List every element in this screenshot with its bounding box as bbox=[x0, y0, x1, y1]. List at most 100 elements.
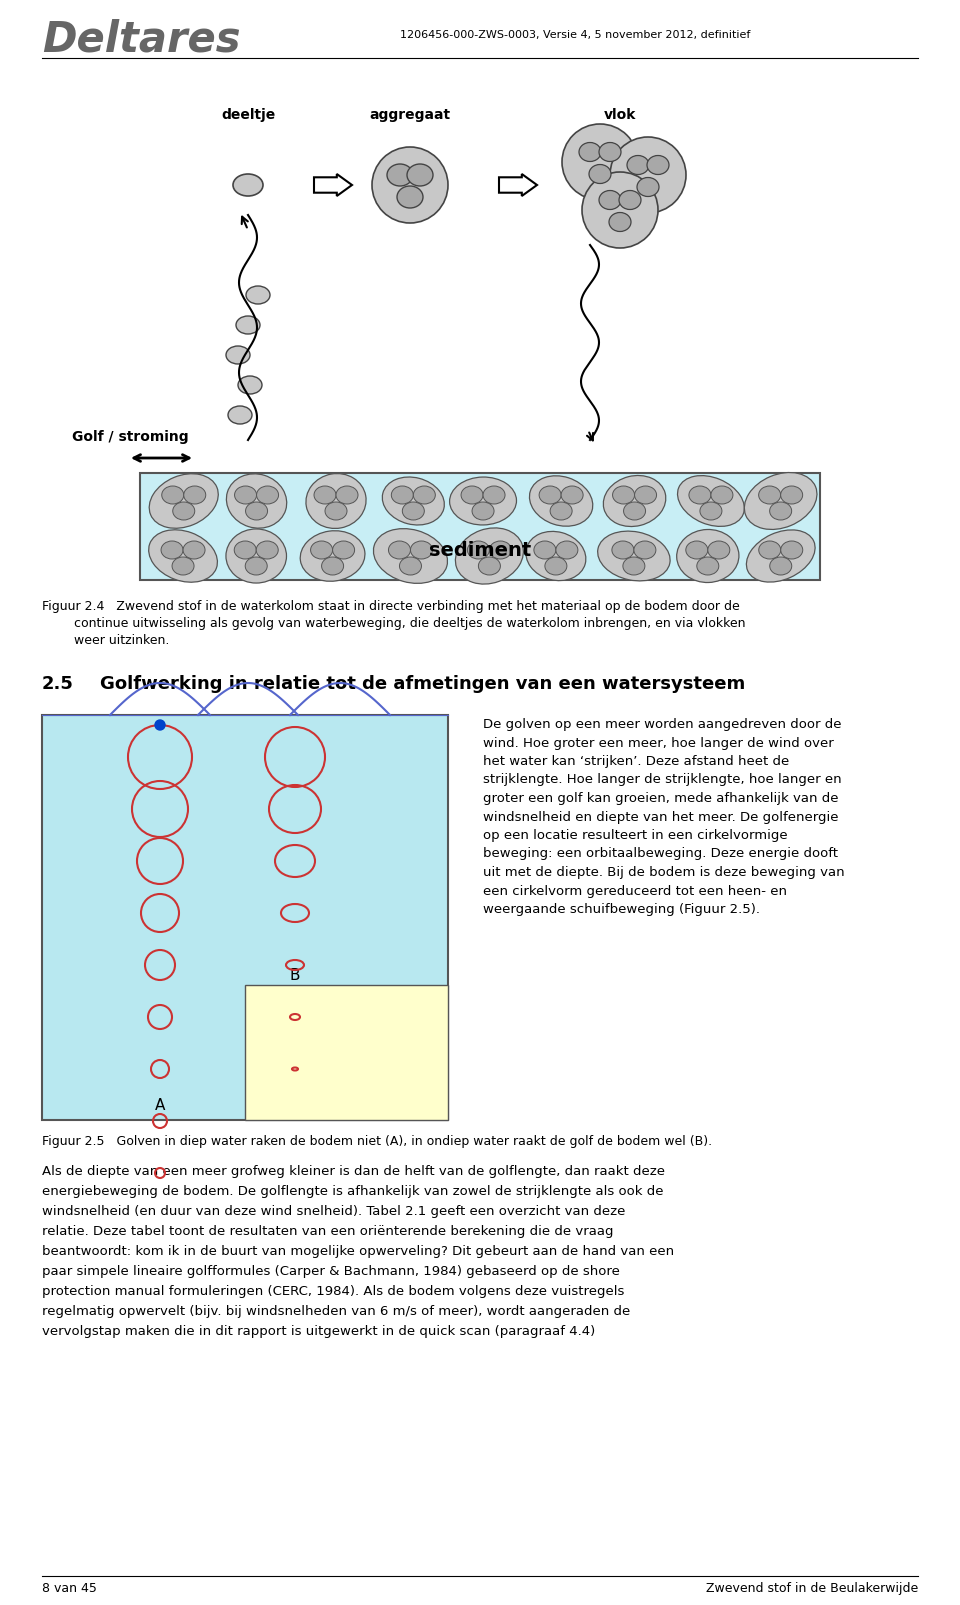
Ellipse shape bbox=[407, 164, 433, 186]
Ellipse shape bbox=[599, 143, 621, 162]
Ellipse shape bbox=[619, 191, 641, 210]
Text: Figuur 2.4   Zwevend stof in de waterkolom staat in directe verbinding met het m: Figuur 2.4 Zwevend stof in de waterkolom… bbox=[42, 600, 740, 613]
Text: aggregaat: aggregaat bbox=[370, 108, 450, 122]
Ellipse shape bbox=[389, 541, 411, 559]
Text: protection manual formuleringen (CERC, 1984). Als de bodem volgens deze vuistreg: protection manual formuleringen (CERC, 1… bbox=[42, 1286, 624, 1298]
Ellipse shape bbox=[149, 473, 218, 528]
Ellipse shape bbox=[711, 486, 732, 504]
Text: Deltares: Deltares bbox=[42, 18, 241, 59]
Ellipse shape bbox=[483, 486, 505, 504]
Ellipse shape bbox=[300, 531, 365, 581]
Ellipse shape bbox=[526, 531, 586, 581]
Ellipse shape bbox=[455, 528, 523, 584]
Ellipse shape bbox=[236, 316, 260, 334]
Text: het water kan ‘strijken’. Deze afstand heet de: het water kan ‘strijken’. Deze afstand h… bbox=[483, 754, 789, 769]
Ellipse shape bbox=[397, 186, 423, 209]
Ellipse shape bbox=[183, 541, 205, 559]
Text: een cirkelvorm gereduceerd tot een heen- en: een cirkelvorm gereduceerd tot een heen-… bbox=[483, 884, 787, 897]
Ellipse shape bbox=[598, 531, 670, 581]
Text: 8 van 45: 8 van 45 bbox=[42, 1583, 97, 1595]
Bar bbox=[42, 714, 448, 1120]
Ellipse shape bbox=[478, 557, 500, 575]
Ellipse shape bbox=[226, 530, 286, 583]
Ellipse shape bbox=[306, 473, 366, 528]
Ellipse shape bbox=[780, 486, 803, 504]
Ellipse shape bbox=[414, 486, 435, 504]
Text: relatie. Deze tabel toont de resultaten van een oriënterende berekening die de v: relatie. Deze tabel toont de resultaten … bbox=[42, 1225, 613, 1237]
Ellipse shape bbox=[472, 502, 494, 520]
Ellipse shape bbox=[678, 475, 744, 526]
Ellipse shape bbox=[226, 347, 250, 364]
Ellipse shape bbox=[172, 557, 194, 575]
Text: Zwevend stof in de Beulakerwijde: Zwevend stof in de Beulakerwijde bbox=[706, 1583, 918, 1595]
Circle shape bbox=[582, 172, 658, 249]
Ellipse shape bbox=[579, 143, 601, 162]
Ellipse shape bbox=[449, 477, 516, 525]
Ellipse shape bbox=[161, 486, 183, 504]
Text: B: B bbox=[290, 968, 300, 982]
Ellipse shape bbox=[744, 472, 817, 530]
Text: windsnelheid (en duur van deze wind snelheid). Tabel 2.1 geeft een overzicht van: windsnelheid (en duur van deze wind snel… bbox=[42, 1205, 625, 1218]
Text: A: A bbox=[155, 1098, 165, 1112]
Ellipse shape bbox=[770, 557, 792, 575]
Text: wind. Hoe groter een meer, hoe langer de wind over: wind. Hoe groter een meer, hoe langer de… bbox=[483, 737, 833, 750]
Text: uit met de diepte. Bij de bodem is deze beweging van: uit met de diepte. Bij de bodem is deze … bbox=[483, 867, 845, 880]
Ellipse shape bbox=[468, 541, 490, 559]
Ellipse shape bbox=[635, 486, 657, 504]
Ellipse shape bbox=[746, 530, 815, 583]
Bar bbox=[245, 985, 448, 1120]
Polygon shape bbox=[314, 173, 352, 196]
Text: Figuur 2.5   Golven in diep water raken de bodem niet (A), in ondiep water raakt: Figuur 2.5 Golven in diep water raken de… bbox=[42, 1135, 712, 1148]
Text: deeltje: deeltje bbox=[221, 108, 276, 122]
Ellipse shape bbox=[623, 557, 645, 575]
Text: beweging: een orbitaalbeweging. Deze energie dooft: beweging: een orbitaalbeweging. Deze ene… bbox=[483, 847, 838, 860]
Ellipse shape bbox=[234, 541, 256, 559]
Ellipse shape bbox=[233, 173, 263, 196]
Ellipse shape bbox=[227, 473, 287, 528]
Ellipse shape bbox=[545, 557, 567, 575]
Ellipse shape bbox=[609, 212, 631, 231]
Ellipse shape bbox=[624, 502, 645, 520]
Ellipse shape bbox=[149, 530, 217, 583]
Ellipse shape bbox=[322, 557, 344, 575]
Circle shape bbox=[610, 136, 686, 213]
Text: weergaande schuifbeweging (Figuur 2.5).: weergaande schuifbeweging (Figuur 2.5). bbox=[483, 904, 760, 916]
Ellipse shape bbox=[770, 502, 792, 520]
Ellipse shape bbox=[336, 486, 358, 504]
Ellipse shape bbox=[314, 486, 336, 504]
Ellipse shape bbox=[256, 486, 278, 504]
Circle shape bbox=[562, 124, 638, 201]
Ellipse shape bbox=[399, 557, 421, 575]
Text: De golven op een meer worden aangedreven door de: De golven op een meer worden aangedreven… bbox=[483, 717, 842, 730]
Ellipse shape bbox=[534, 541, 556, 559]
Ellipse shape bbox=[238, 376, 262, 393]
Ellipse shape bbox=[161, 541, 183, 559]
Ellipse shape bbox=[647, 156, 669, 175]
Ellipse shape bbox=[697, 557, 719, 575]
Ellipse shape bbox=[612, 486, 635, 504]
Ellipse shape bbox=[387, 164, 413, 186]
Ellipse shape bbox=[634, 541, 656, 559]
Text: groter een golf kan groeien, mede afhankelijk van de: groter een golf kan groeien, mede afhank… bbox=[483, 791, 838, 806]
Ellipse shape bbox=[256, 541, 278, 559]
Ellipse shape bbox=[758, 541, 780, 559]
Ellipse shape bbox=[540, 486, 561, 504]
Ellipse shape bbox=[612, 541, 634, 559]
Ellipse shape bbox=[589, 164, 611, 183]
Ellipse shape bbox=[627, 156, 649, 175]
Text: beantwoordt: kom ik in de buurt van mogelijke opwerveling? Dit gebeurt aan de ha: beantwoordt: kom ik in de buurt van moge… bbox=[42, 1245, 674, 1258]
Ellipse shape bbox=[173, 502, 195, 520]
Ellipse shape bbox=[382, 477, 444, 525]
Text: strijklengte. Hoe langer de strijklengte, hoe langer en: strijklengte. Hoe langer de strijklengte… bbox=[483, 774, 842, 786]
Ellipse shape bbox=[556, 541, 578, 559]
Ellipse shape bbox=[490, 541, 512, 559]
Text: 2.5: 2.5 bbox=[42, 676, 74, 693]
Ellipse shape bbox=[402, 502, 424, 520]
Text: 1206456-000-ZWS-0003, Versie 4, 5 november 2012, definitief: 1206456-000-ZWS-0003, Versie 4, 5 novemb… bbox=[399, 30, 750, 40]
Ellipse shape bbox=[603, 475, 666, 526]
Circle shape bbox=[372, 148, 448, 223]
Text: windsnelheid en diepte van het meer. De golfenergie: windsnelheid en diepte van het meer. De … bbox=[483, 811, 838, 823]
Ellipse shape bbox=[700, 502, 722, 520]
Ellipse shape bbox=[685, 541, 708, 559]
Text: energiebeweging de bodem. De golflengte is afhankelijk van zowel de strijklengte: energiebeweging de bodem. De golflengte … bbox=[42, 1184, 663, 1197]
